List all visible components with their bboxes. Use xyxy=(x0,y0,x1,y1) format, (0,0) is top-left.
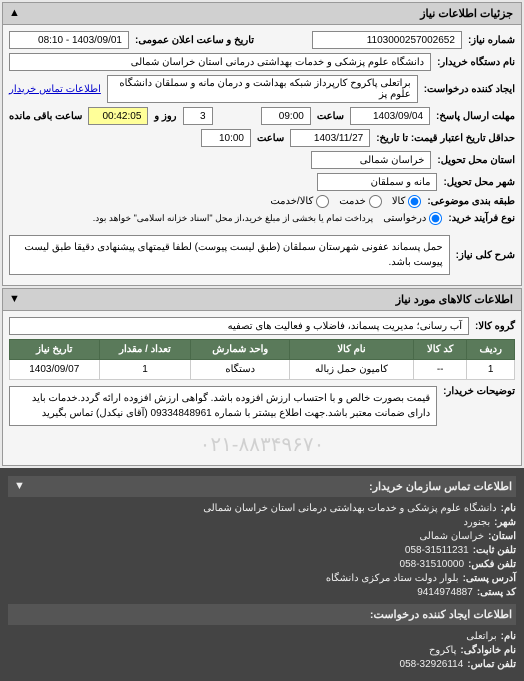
request-name-value: دانشگاه علوم پزشکی و خدمات بهداشتی درمان… xyxy=(9,53,431,71)
creator-label: ایجاد کننده درخواست: xyxy=(424,84,515,95)
goods-header: ▼ اطلاعات کالاهای مورد نیاز xyxy=(3,289,521,311)
pt-requester-input[interactable] xyxy=(429,212,442,225)
address-label: آدرس پستی: xyxy=(463,573,516,584)
cell-date: 1403/09/07 xyxy=(10,360,100,380)
cname: براتعلی xyxy=(8,631,497,642)
postcode: 9414974887 xyxy=(8,587,473,598)
requester-value: براتعلی پاکروح کارپرداز شبکه بهداشت و در… xyxy=(107,75,418,103)
address: بلوار دولت ستاد مرکزی دانشگاه xyxy=(8,573,459,584)
fax: 058-31510000 xyxy=(8,559,464,570)
cphone-label: تلفن تماس: xyxy=(467,659,516,670)
need-number-value: 1103000257002652 xyxy=(312,31,462,49)
day-value: 3 xyxy=(183,107,213,125)
cphone: 058-32926114 xyxy=(8,659,463,670)
province-label: استان: xyxy=(488,531,516,542)
state-value: خراسان شمالی xyxy=(311,151,431,169)
province: خراسان شمالی xyxy=(8,531,484,542)
cat-all-input[interactable] xyxy=(408,195,421,208)
group-label: گروه کالا: xyxy=(475,321,515,332)
contact-header: ▼ اطلاعات تماس سازمان خریدار: xyxy=(8,476,516,497)
city-label: شهر محل تحویل: xyxy=(443,177,515,188)
fax-label: تلفن فکس: xyxy=(468,559,516,570)
city-value: مانه و سملقان xyxy=(317,173,437,191)
watermark: ۰۲۱-۸۸۳۴۹۶۷۰ xyxy=(9,430,515,459)
postcode-label: کد پستی: xyxy=(477,587,516,598)
to-date-value: 1403/09/04 xyxy=(350,107,430,125)
org-name-label: نام: xyxy=(501,503,516,514)
details-body: شماره نیاز: 1103000257002652 تاریخ و ساع… xyxy=(3,25,521,285)
cell-name: کامیون حمل زباله xyxy=(289,360,413,380)
validity-time: 10:00 xyxy=(201,129,251,147)
validity-label: حداقل تاریخ اعتبار قیمت: تا تاریخ: xyxy=(376,133,515,144)
category-label: طبقه بندی موضوعی: xyxy=(427,196,515,207)
creator-title: اطلاعات ایجاد کننده درخواست: xyxy=(370,609,512,621)
col-row: ردیف xyxy=(467,340,515,360)
table-header-row: ردیف کد کالا نام کالا واحد شمارش تعداد /… xyxy=(10,340,515,360)
pt-requester-radio[interactable]: درخواستی xyxy=(383,212,442,225)
creator-header: اطلاعات ایجاد کننده درخواست: xyxy=(8,604,516,625)
time-label-2: ساعت xyxy=(257,133,284,144)
col-name: نام کالا xyxy=(289,340,413,360)
collapse-icon[interactable]: ▲ xyxy=(9,7,20,19)
category-radios: کالا خدمت کالا/خدمت xyxy=(270,195,421,208)
pt-note: پرداخت تمام یا بخشی از مبلغ خرید،از محل … xyxy=(93,213,373,224)
cname-label: نام: xyxy=(501,631,516,642)
lname: پاکروح xyxy=(8,645,456,656)
day-label: روز و xyxy=(154,111,176,122)
contact-link[interactable]: اطلاعات تماس خریدار xyxy=(9,84,101,95)
phone-label: تلفن ثابت: xyxy=(473,545,516,556)
col-qty: تعداد / مقدار xyxy=(99,340,191,360)
remaining-label: ساعت باقی مانده xyxy=(9,111,82,122)
announce-date-label: تاریخ و ساعت اعلان عمومی: xyxy=(135,35,254,46)
main-header: ▲ جزئیات اطلاعات نیاز xyxy=(3,3,521,25)
phone: 058-31511231 xyxy=(8,545,469,556)
cell-unit: دستگاه xyxy=(191,360,290,380)
contact-title: اطلاعات تماس سازمان خریدار: xyxy=(369,481,512,493)
to-time-value: 09:00 xyxy=(261,107,311,125)
cat-service-radio[interactable]: خدمت xyxy=(339,195,382,208)
cat-mixed-input[interactable] xyxy=(316,195,329,208)
city-label-c: شهر: xyxy=(494,517,516,528)
col-code: کد کالا xyxy=(413,340,466,360)
buyer-note-text: قیمت بصورت خالص و با احتساب ارزش افزوده … xyxy=(9,386,437,426)
city-c: بجنورد xyxy=(8,517,490,528)
group-value: آب رسانی؛ مدیریت پسماند، فاضلاب و فعالیت… xyxy=(9,317,469,335)
table-row[interactable]: 1 -- کامیون حمل زباله دستگاه 1 1403/09/0… xyxy=(10,360,515,380)
request-name-label: نام دستگاه خریدار: xyxy=(437,57,515,68)
response-deadline-label: مهلت ارسال پاسخ: xyxy=(436,111,515,122)
buyer-note-label: توضیحات خریدار: xyxy=(443,386,515,397)
lname-label: نام خانوادگی: xyxy=(460,645,516,656)
need-number-label: شماره نیاز: xyxy=(468,35,515,46)
cat-all-radio[interactable]: کالا xyxy=(392,195,422,208)
goods-body: گروه کالا: آب رسانی؛ مدیریت پسماند، فاضل… xyxy=(3,311,521,465)
main-title: جزئیات اطلاعات نیاز xyxy=(420,8,513,20)
remaining-time: 00:42:05 xyxy=(88,107,148,125)
cell-qty: 1 xyxy=(99,360,191,380)
goods-title: اطلاعات کالاهای مورد نیاز xyxy=(396,294,513,306)
purchase-type-label: نوع فرآیند خرید: xyxy=(448,213,515,224)
goods-panel: ▼ اطلاعات کالاهای مورد نیاز گروه کالا: آ… xyxy=(2,288,522,466)
contact-section: ▼ اطلاعات تماس سازمان خریدار: نام: دانشگ… xyxy=(0,468,524,681)
time-label-1: ساعت xyxy=(317,111,344,122)
goods-collapse-icon[interactable]: ▼ xyxy=(9,293,20,305)
col-unit: واحد شمارش xyxy=(191,340,290,360)
col-date: تاریخ نیاز xyxy=(10,340,100,360)
cell-row: 1 xyxy=(467,360,515,380)
state-label: استان محل تحویل: xyxy=(437,155,515,166)
validity-date: 1403/11/27 xyxy=(290,129,370,147)
contact-collapse-icon[interactable]: ▼ xyxy=(14,480,25,492)
cell-code: -- xyxy=(413,360,466,380)
goods-table: ردیف کد کالا نام کالا واحد شمارش تعداد /… xyxy=(9,339,515,380)
announce-date-value: 1403/09/01 - 08:10 xyxy=(9,31,129,49)
need-key-label: شرح کلی نیاز: xyxy=(456,250,515,261)
purchase-type-radios: درخواستی پرداخت تمام یا بخشی از مبلغ خری… xyxy=(93,212,443,225)
cat-mixed-radio[interactable]: کالا/خدمت xyxy=(270,195,329,208)
cat-service-input[interactable] xyxy=(369,195,382,208)
main-panel: ▲ جزئیات اطلاعات نیاز شماره نیاز: 110300… xyxy=(2,2,522,286)
need-key-text: حمل پسماند عفونی شهرستان سملقان (طبق لیس… xyxy=(9,235,450,275)
org-name: دانشگاه علوم پزشکی و خدمات بهداشتی درمان… xyxy=(8,503,497,514)
